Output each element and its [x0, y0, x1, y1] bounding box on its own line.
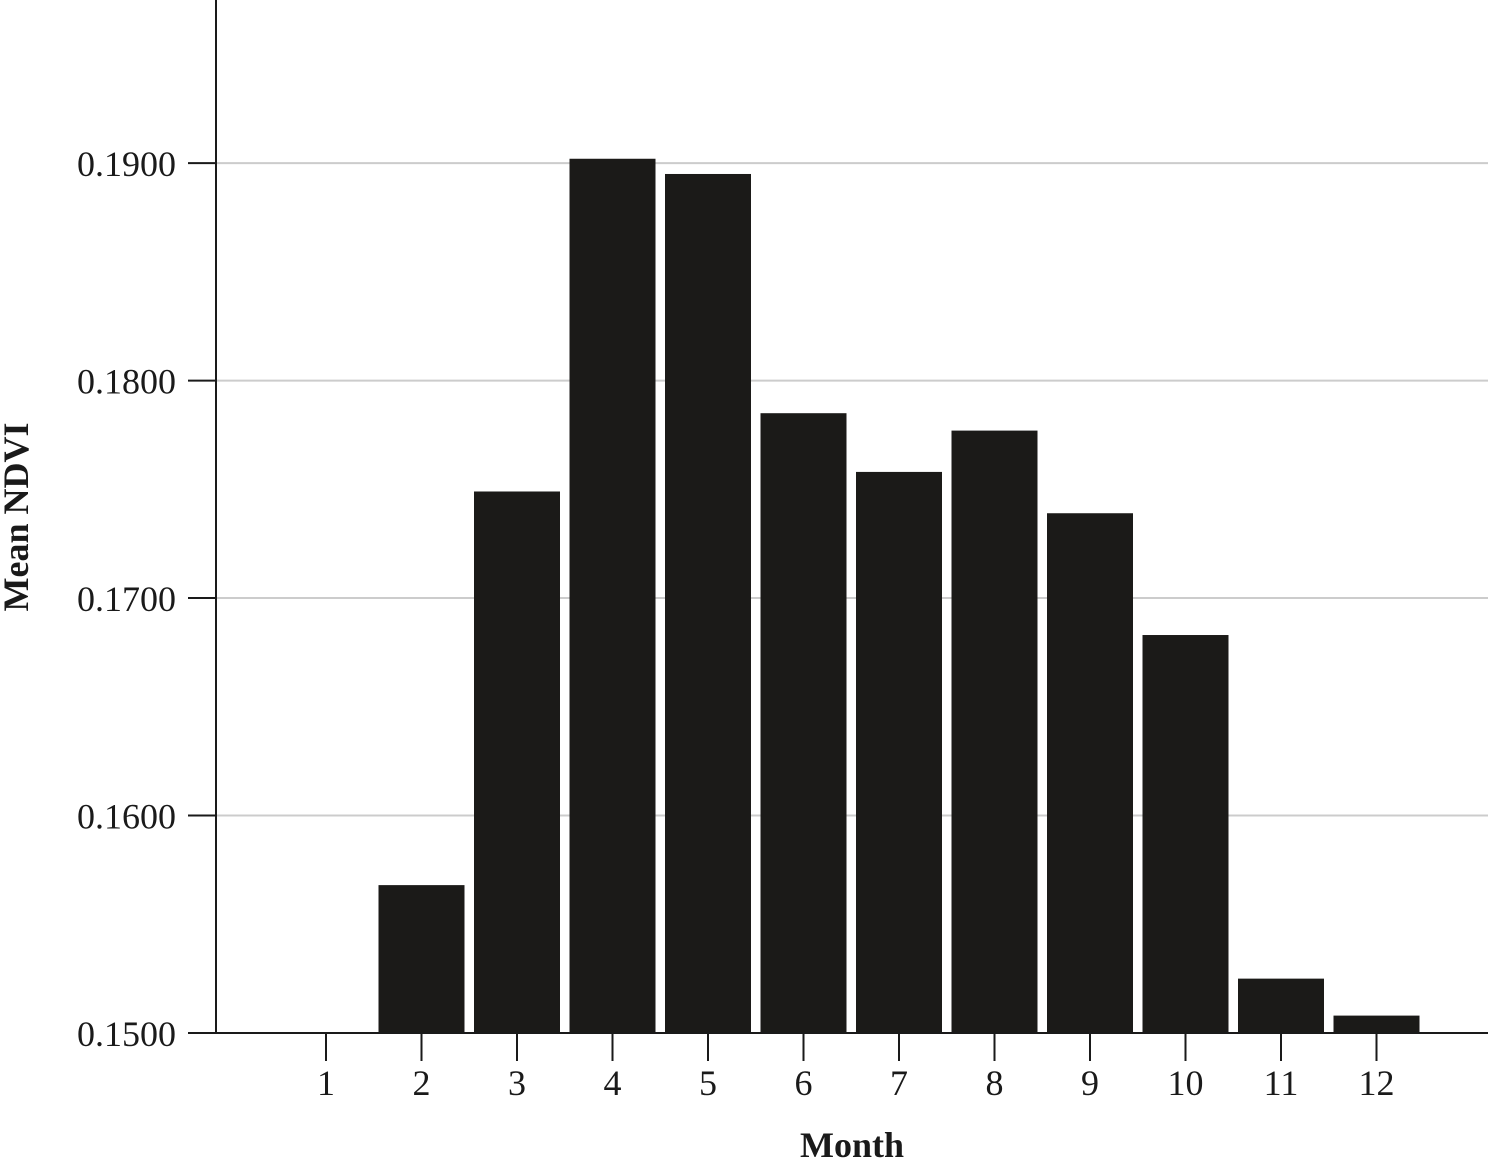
bar-month-10 [1142, 635, 1229, 1033]
y-axis-ticks: 0.1500 0.1600 0.1700 0.1800 0.1900 [77, 144, 216, 1054]
bars [378, 158, 1420, 1033]
y-axis-title: Mean NDVI [0, 423, 36, 612]
bar-month-12 [1333, 1015, 1420, 1033]
bar-month-2 [378, 885, 465, 1033]
y-tick-label: 0.1500 [77, 1014, 176, 1054]
x-tick-label: 6 [795, 1063, 813, 1103]
bar-month-7 [856, 471, 942, 1033]
bar-month-8 [951, 430, 1038, 1033]
bar-month-4 [569, 158, 656, 1033]
bar-month-11 [1238, 978, 1324, 1033]
y-tick-label: 0.1700 [77, 579, 176, 619]
y-tick-label: 0.1600 [77, 797, 176, 837]
x-tick-label: 9 [1081, 1063, 1099, 1103]
bar-month-3 [474, 491, 560, 1033]
x-tick-label: 11 [1264, 1063, 1299, 1103]
x-tick-label: 5 [699, 1063, 717, 1103]
y-tick-label: 0.1900 [77, 144, 176, 184]
axes [215, 0, 1488, 1034]
x-tick-label: 10 [1168, 1063, 1204, 1103]
x-tick-label: 12 [1359, 1063, 1395, 1103]
x-tick-label: 4 [604, 1063, 622, 1103]
x-tick-label: 8 [986, 1063, 1004, 1103]
y-tick-label: 0.1800 [77, 362, 176, 402]
gridlines [216, 162, 1488, 817]
bar-month-5 [665, 173, 751, 1033]
x-axis-ticks: 1 2 3 4 5 6 7 8 9 10 11 12 [317, 1033, 1395, 1103]
x-tick-label: 1 [317, 1063, 335, 1103]
bar-month-6 [760, 413, 847, 1033]
x-tick-label: 3 [508, 1063, 526, 1103]
x-tick-label: 2 [413, 1063, 431, 1103]
x-axis-title: Month [800, 1125, 904, 1159]
bar-month-9 [1047, 513, 1133, 1033]
x-tick-label: 7 [890, 1063, 908, 1103]
